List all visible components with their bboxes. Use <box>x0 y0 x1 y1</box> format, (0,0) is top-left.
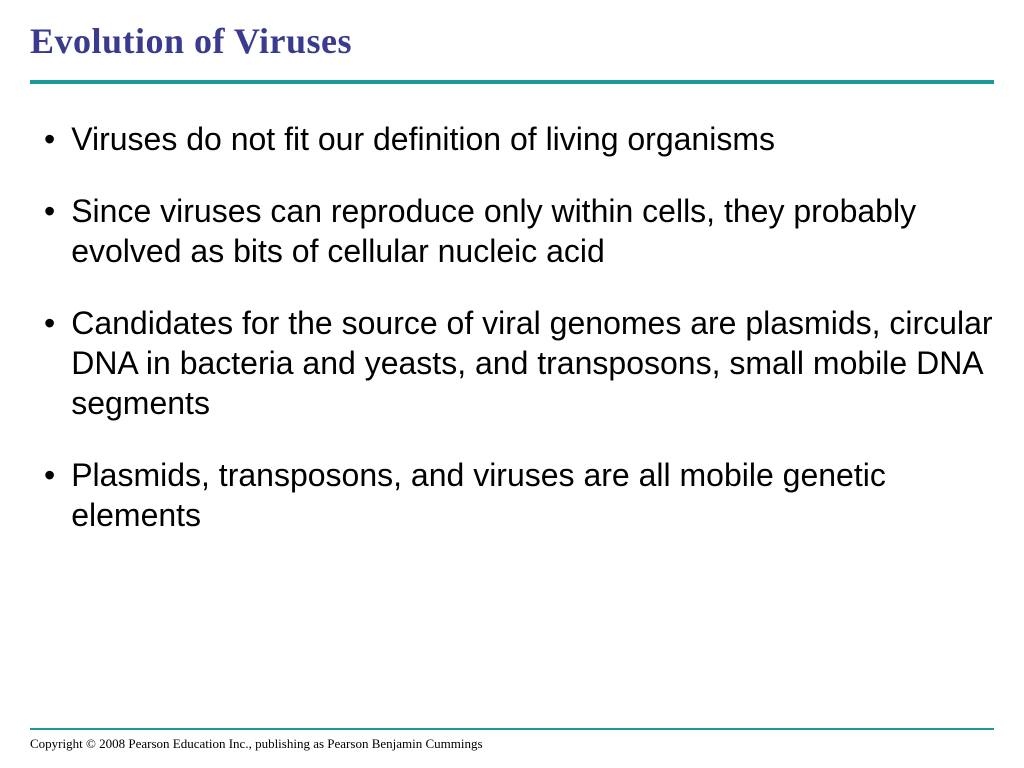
bullet-marker: • <box>44 191 55 231</box>
slide-title: Evolution of Viruses <box>30 20 994 62</box>
bullet-marker: • <box>44 303 55 343</box>
divider-bottom <box>30 728 994 730</box>
bullet-item: • Candidates for the source of viral gen… <box>44 303 994 423</box>
bullet-text: Since viruses can reproduce only within … <box>71 191 994 271</box>
bullet-item: • Since viruses can reproduce only withi… <box>44 191 994 271</box>
divider-top <box>30 80 994 84</box>
bullet-item: • Plasmids, transposons, and viruses are… <box>44 455 994 535</box>
bullet-marker: • <box>44 119 55 159</box>
slide-container: Evolution of Viruses • Viruses do not fi… <box>0 0 1024 768</box>
slide-content: • Viruses do not fit our definition of l… <box>30 119 994 535</box>
bullet-marker: • <box>44 455 55 495</box>
bullet-text: Plasmids, transposons, and viruses are a… <box>71 455 994 535</box>
copyright-text: Copyright © 2008 Pearson Education Inc.,… <box>30 736 483 752</box>
bullet-item: • Viruses do not fit our definition of l… <box>44 119 994 159</box>
bullet-text: Viruses do not fit our definition of liv… <box>71 119 775 159</box>
bullet-text: Candidates for the source of viral genom… <box>71 303 994 423</box>
